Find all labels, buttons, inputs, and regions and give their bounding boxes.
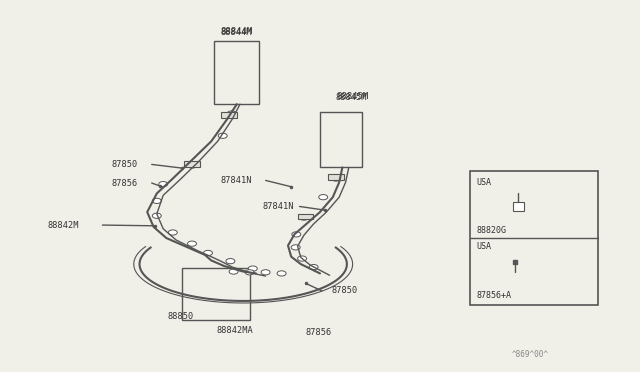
Text: 87856: 87856	[112, 179, 138, 187]
Bar	[470, 171, 598, 305]
Circle shape	[152, 198, 161, 203]
Text: 87841N: 87841N	[262, 202, 294, 211]
Text: 88845M: 88845M	[336, 93, 367, 102]
Bar	[298, 214, 313, 219]
Bar	[184, 161, 200, 167]
Text: 87841N: 87841N	[221, 176, 252, 185]
Text: 88842MA: 88842MA	[216, 326, 253, 335]
Circle shape	[309, 264, 318, 270]
Text: USA: USA	[477, 178, 492, 187]
Circle shape	[152, 213, 161, 218]
Circle shape	[298, 256, 307, 261]
Circle shape	[204, 250, 212, 256]
Text: USA: USA	[477, 242, 492, 251]
Circle shape	[248, 266, 257, 271]
Bar	[328, 174, 344, 180]
Circle shape	[229, 269, 238, 274]
Text: 88844M: 88844M	[221, 27, 253, 36]
Text: 88850: 88850	[168, 312, 194, 321]
Circle shape	[277, 271, 286, 276]
Text: 88844M: 88844M	[221, 28, 252, 37]
Bar	[320, 112, 362, 167]
Bar	[182, 268, 250, 320]
Bar	[221, 112, 237, 118]
Circle shape	[218, 133, 227, 138]
Circle shape	[261, 270, 270, 275]
Text: 87856+A: 87856+A	[477, 291, 512, 300]
Circle shape	[319, 195, 328, 200]
Text: 88842M: 88842M	[48, 221, 79, 230]
Circle shape	[227, 111, 236, 116]
Text: 87850: 87850	[112, 160, 138, 169]
Circle shape	[168, 230, 177, 235]
Circle shape	[292, 232, 301, 237]
Text: 88845M: 88845M	[336, 92, 368, 101]
Circle shape	[188, 241, 196, 246]
Circle shape	[188, 163, 196, 168]
Text: 87856: 87856	[306, 328, 332, 337]
Circle shape	[332, 176, 340, 181]
Circle shape	[300, 215, 308, 220]
Text: 87850: 87850	[332, 286, 358, 295]
Bar	[214, 41, 259, 104]
Text: 88820G: 88820G	[477, 226, 507, 235]
Circle shape	[291, 245, 300, 250]
Bar	[513, 202, 524, 211]
Circle shape	[159, 182, 168, 187]
Text: ^869^00^: ^869^00^	[512, 350, 549, 359]
Circle shape	[226, 259, 235, 264]
Circle shape	[245, 270, 254, 275]
